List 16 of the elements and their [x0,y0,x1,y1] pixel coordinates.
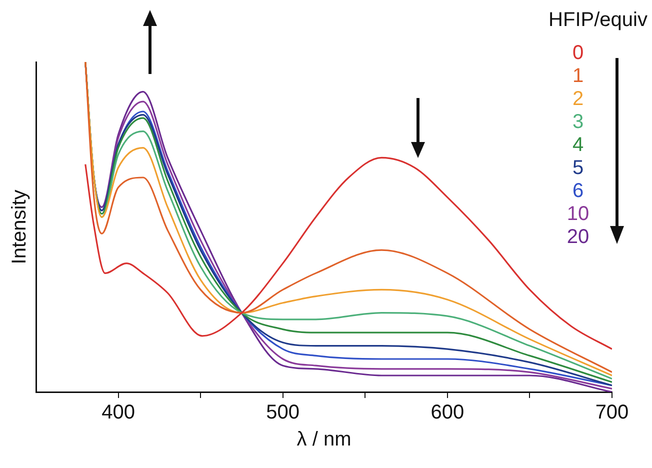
text: 20 [566,226,590,249]
text: 5 [571,157,585,180]
text: 10 [566,203,590,226]
text: 6 [571,180,585,203]
text: 1 [571,65,585,88]
text: 0 [571,42,585,65]
x-tick-label: 700 [595,402,629,424]
legend-title: HFIP/equiv [548,8,648,32]
text: 2 [571,88,585,111]
y-axis-title: Intensity [8,190,31,264]
x-tick-label: 600 [430,402,464,424]
text: 4 [571,134,585,157]
text: 3 [571,111,585,134]
x-axis-title: λ / nm [296,428,352,451]
x-tick-label: 500 [266,402,300,424]
x-tick-label: 400 [102,402,135,424]
